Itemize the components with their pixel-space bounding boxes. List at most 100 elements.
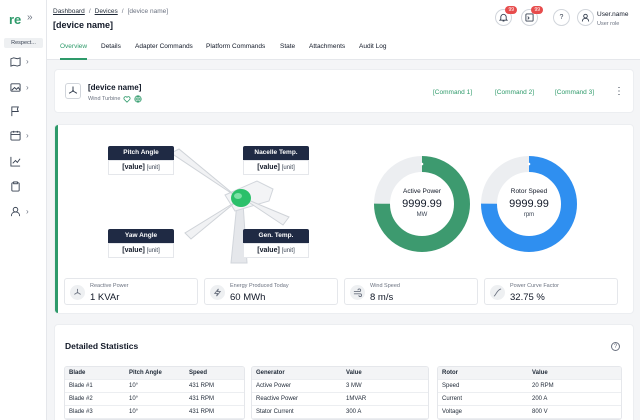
command-2-button[interactable]: [Command 2] — [495, 89, 535, 96]
help-button[interactable]: ? — [553, 9, 570, 26]
device-avatar — [65, 83, 81, 99]
bell-icon — [499, 13, 508, 22]
nav-item-calendar[interactable]: › — [10, 128, 40, 142]
app-logo[interactable]: re — [9, 12, 22, 27]
tab-state[interactable]: State — [280, 43, 296, 50]
stat-value: 32.75 % — [510, 292, 545, 303]
table-cell: 10° — [129, 383, 139, 389]
measurement-value: [value] — [122, 247, 145, 254]
measurement-value: [value] — [257, 247, 280, 254]
breadcrumb-dashboard[interactable]: Dashboard — [53, 8, 85, 15]
blade-table: Blade Pitch Angle Speed Blade #1 10° 431… — [64, 366, 245, 420]
globe-icon — [134, 95, 143, 103]
gauge-value: 9999.99 — [509, 198, 549, 210]
measurement-unit: [unit] — [146, 165, 160, 171]
nav-item-analytics[interactable] — [10, 154, 40, 168]
table-cell: Current — [442, 396, 463, 402]
table-cell: Voltage — [442, 409, 463, 415]
gauge-unit: MW — [416, 212, 428, 218]
active-power-gauge — [374, 156, 470, 252]
stat-power-curve: Power Curve Factor 32.75 % — [484, 278, 618, 305]
table-cell: Blade #3 — [69, 409, 93, 415]
map-icon — [10, 56, 21, 67]
calendar-icon — [10, 130, 21, 141]
measurement-label: Nacelle Temp. — [243, 146, 309, 160]
turbine-icon — [68, 86, 78, 94]
tab-audit-log[interactable]: Audit Log — [359, 43, 387, 50]
user-icon — [581, 13, 590, 22]
table-cell: 200 A — [532, 396, 548, 402]
nav-item-reports[interactable] — [10, 179, 40, 193]
gauge-value: 9999.99 — [402, 198, 442, 210]
chevron-right-icon: › — [26, 56, 29, 66]
table-cell: 1MVAR — [346, 396, 367, 402]
column-header: Pitch Angle — [129, 370, 162, 376]
table-cell: Reactive Power — [256, 396, 299, 402]
table-cell: Active Power — [256, 383, 292, 389]
table-row: Stator Current 300 A — [252, 406, 428, 419]
table-cell: 431 RPM — [189, 409, 215, 415]
chart-icon — [10, 156, 21, 167]
stat-label: Reactive Power — [90, 283, 129, 289]
heart-pulse-icon — [123, 96, 131, 103]
nav-item-map[interactable]: › — [10, 54, 40, 68]
top-bar: Dashboard / Devices / [device name] [dev… — [47, 0, 640, 38]
user-icon — [10, 206, 21, 216]
stat-value: 1 KVAr — [90, 292, 120, 303]
tab-attachments[interactable]: Attachments — [309, 43, 346, 50]
breadcrumb-devices[interactable]: Devices — [94, 8, 118, 15]
help-icon[interactable]: ? — [611, 342, 620, 351]
measurement-label: Gen. Temp. — [243, 229, 309, 243]
tab-platform-commands[interactable]: Platform Commands — [206, 43, 266, 50]
command-1-button[interactable]: [Command 1] — [433, 89, 473, 96]
breadcrumb-separator: / — [88, 8, 91, 15]
stat-value: 8 m/s — [370, 292, 394, 303]
table-row: Speed 20 RPM — [438, 380, 621, 393]
table-cell: 10° — [129, 396, 139, 402]
breadcrumb: Dashboard / Devices / [device name] — [53, 8, 168, 15]
nav-item-flags[interactable] — [10, 104, 40, 118]
generator-table: Generator Value Active Power 3 MW Reacti… — [251, 366, 429, 420]
table-cell: 20 RPM — [532, 383, 554, 389]
column-header: Rotor — [442, 370, 458, 376]
device-header-card: [device name] Wind Turbine [Command 1] [… — [54, 69, 634, 113]
rotor-table: Rotor Value Speed 20 RPM Current 200 A V… — [437, 366, 622, 420]
tenant-selector[interactable]: Respect... — [4, 38, 43, 48]
tab-adapter-commands[interactable]: Adapter Commands — [135, 43, 193, 50]
stat-label: Wind Speed — [370, 283, 400, 289]
stat-value: 60 MWh — [230, 292, 266, 303]
table-row: Blade #2 10° 431 RPM — [65, 393, 244, 406]
sidebar: re » Respect... › › › › — [0, 0, 47, 420]
collapse-sidebar-icon[interactable]: » — [27, 12, 33, 23]
device-type-row: Wind Turbine — [88, 95, 143, 103]
avatar[interactable] — [577, 9, 594, 26]
table-cell: 10° — [129, 409, 139, 415]
table-row: Voltage 800 V — [438, 406, 621, 419]
notifications-badge: 99 — [505, 6, 517, 14]
measurement-label: Pitch Angle — [108, 146, 174, 160]
flag-icon — [11, 105, 19, 116]
table-header-row: Generator Value — [252, 367, 428, 380]
nav-item-users[interactable]: › — [10, 204, 40, 218]
notifications-button[interactable]: 99 — [495, 6, 517, 26]
table-cell: 3 MW — [346, 383, 362, 389]
nav-item-media[interactable]: › — [10, 80, 40, 94]
clipboard-icon — [11, 180, 20, 192]
measurement-value: [value] — [257, 164, 280, 171]
gauge-label: Rotor Speed — [510, 188, 548, 195]
command-3-button[interactable]: [Command 3] — [555, 89, 595, 96]
curve-icon — [490, 285, 505, 300]
table-row: Blade #3 10° 431 RPM — [65, 406, 244, 419]
tab-overview[interactable]: Overview — [60, 43, 88, 60]
more-options-icon[interactable]: ⋮ — [614, 86, 624, 97]
device-type: Wind Turbine — [88, 96, 121, 102]
measurement-label: Yaw Angle — [108, 229, 174, 243]
measurement-value-box: [value] [unit] — [243, 160, 309, 175]
stat-energy-produced: Energy Produced Today 60 MWh — [204, 278, 338, 305]
tab-details[interactable]: Details — [101, 43, 121, 50]
help-icon: ? — [559, 14, 564, 21]
table-header-row: Blade Pitch Angle Speed — [65, 367, 244, 380]
column-header: Generator — [256, 370, 285, 376]
measurement-unit: [unit] — [146, 248, 160, 254]
messages-button[interactable]: 99 — [521, 6, 543, 26]
